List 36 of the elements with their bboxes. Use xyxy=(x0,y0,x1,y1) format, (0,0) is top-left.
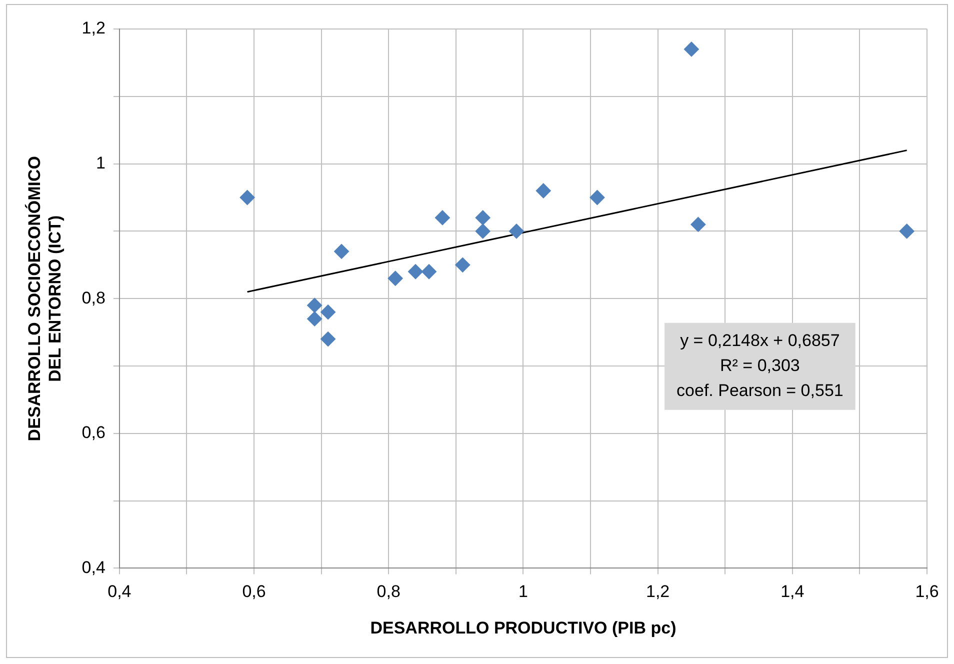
point xyxy=(307,311,322,326)
y-axis-title: DESARROLLO SOCIOECONÓMICO DEL ENTORNO (ICT) xyxy=(24,156,64,442)
x-tick-label: 1,2 xyxy=(646,582,670,602)
x-tick-label: 0,6 xyxy=(242,582,266,602)
point xyxy=(307,298,322,313)
point xyxy=(240,190,255,205)
x-tick-label: 0,8 xyxy=(376,582,400,602)
point xyxy=(455,257,470,272)
point xyxy=(434,210,450,226)
annotation: coef. Pearson = 0,551 xyxy=(676,381,844,400)
point xyxy=(320,304,336,320)
point xyxy=(508,224,524,239)
point xyxy=(684,42,699,57)
point xyxy=(590,190,605,205)
x-axis-title: DESARROLLO PRODUCTIVO (PIB pc) xyxy=(370,618,676,638)
point xyxy=(690,216,706,232)
annotation: y = 0,2148x + 0,6857 xyxy=(680,331,840,350)
point xyxy=(899,224,914,239)
x-tick-label: 0,4 xyxy=(108,582,132,602)
point xyxy=(475,224,490,239)
y-tick-label: 1,2 xyxy=(82,18,106,38)
annotation: R² = 0,303 xyxy=(720,356,800,376)
point xyxy=(536,183,551,198)
point xyxy=(408,264,424,280)
point xyxy=(422,264,436,280)
x-tick-label: 1 xyxy=(518,582,528,602)
y-tick-label: 0,6 xyxy=(82,423,106,442)
point xyxy=(475,210,490,226)
y-tick-label: 0,4 xyxy=(82,558,106,577)
point xyxy=(320,332,336,347)
x-tick-label: 1,6 xyxy=(915,582,939,602)
y-tick-label: 0,8 xyxy=(82,288,106,308)
point xyxy=(334,244,350,259)
x-tick-label: 1,4 xyxy=(780,582,804,602)
y-tick-label: 1 xyxy=(96,153,106,172)
point xyxy=(388,270,403,286)
